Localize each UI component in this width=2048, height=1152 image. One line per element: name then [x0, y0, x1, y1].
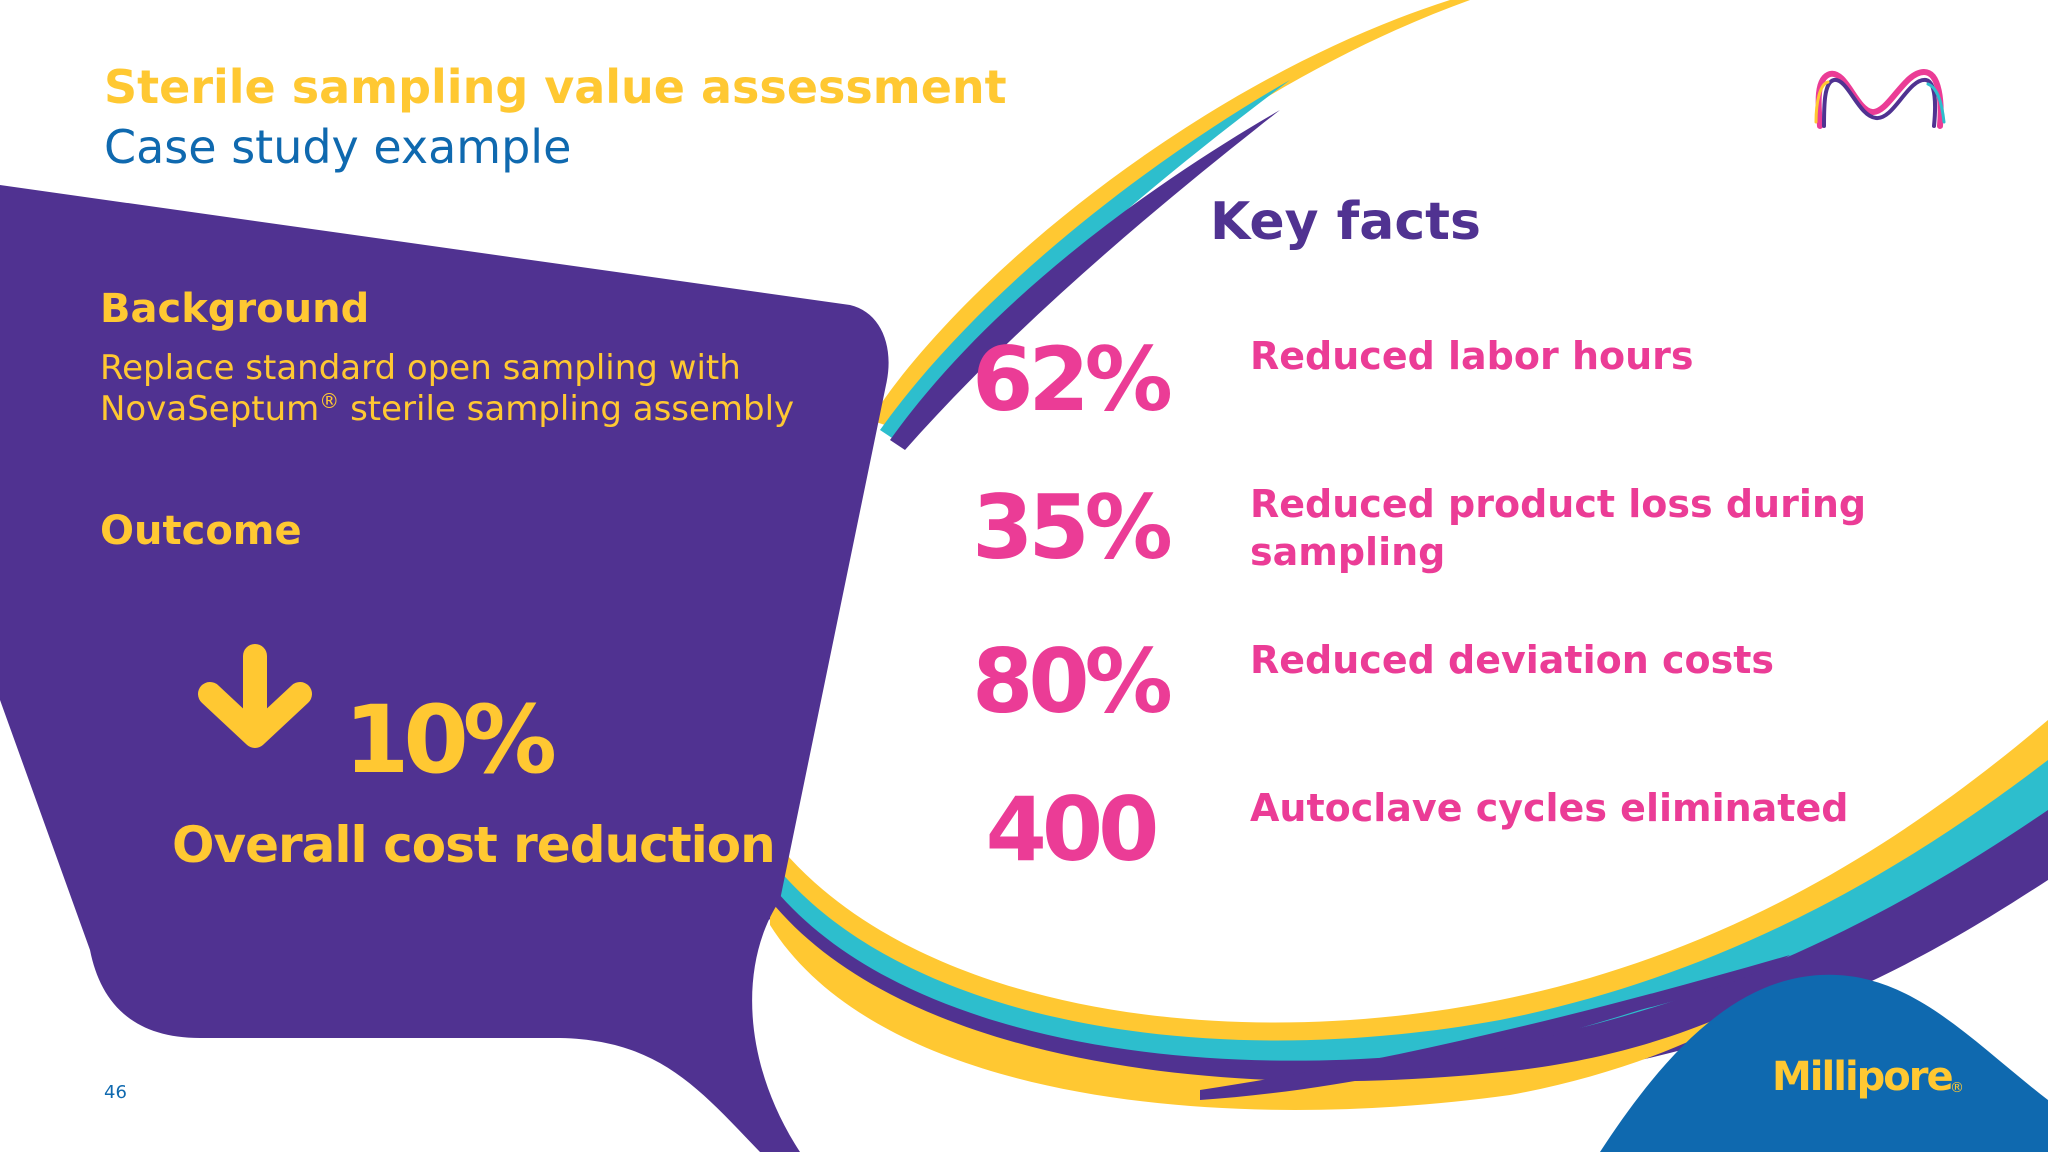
key-fact-value-1: 62% — [972, 328, 1173, 431]
key-fact-label-1: Reduced labor hours — [1250, 332, 1694, 380]
key-fact-label-1-line-1: Reduced labor hours — [1250, 334, 1694, 378]
key-fact-label-2-line-1: Reduced product loss during — [1250, 482, 1867, 526]
background-heading: Background — [100, 286, 370, 332]
background-text-line-1: Replace standard open sampling with — [100, 348, 741, 388]
outcome-heading: Outcome — [100, 508, 302, 554]
key-fact-value-3: 80% — [972, 630, 1173, 733]
key-fact-label-3: Reduced deviation costs — [1250, 636, 1774, 684]
background-text-line-2: NovaSeptum® sterile sampling assembly — [100, 389, 794, 430]
brand-logo-text: Millipore — [1772, 1054, 1954, 1100]
key-fact-label-4-line-1: Autoclave cycles eliminated — [1250, 786, 1849, 830]
slide-subtitle: Case study example — [104, 120, 572, 174]
key-fact-label-4: Autoclave cycles eliminated — [1250, 784, 1848, 832]
slide-title: Sterile sampling value assessment — [104, 60, 1007, 114]
background-text-suffix: sterile sampling assembly — [339, 389, 795, 429]
brand-registered-mark: ® — [1950, 1080, 1964, 1096]
product-name: NovaSeptum — [100, 389, 320, 429]
key-fact-label-2: Reduced product loss during sampling — [1250, 480, 1866, 576]
background-text: Replace standard open sampling with Nova… — [100, 348, 794, 430]
key-fact-value-4: 400 — [985, 778, 1160, 881]
outcome-label: Overall cost reduction — [172, 816, 776, 874]
key-facts-heading: Key facts — [1210, 192, 1481, 252]
outcome-value: 10% — [344, 686, 557, 795]
registered-mark: ® — [319, 389, 340, 413]
key-fact-label-3-line-1: Reduced deviation costs — [1250, 638, 1775, 682]
m-logo-icon — [1814, 68, 1946, 129]
key-fact-value-2: 35% — [972, 476, 1173, 579]
key-fact-label-2-line-2: sampling — [1250, 530, 1446, 574]
page-number: 46 — [104, 1082, 127, 1103]
arrow-down-icon — [198, 644, 312, 748]
